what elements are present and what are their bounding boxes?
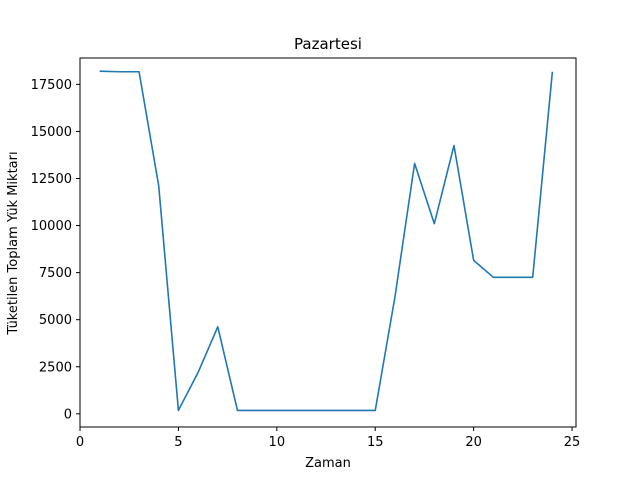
y-tick-label: 10000 (31, 219, 72, 234)
y-tick-label: 5000 (39, 313, 72, 328)
x-tick-label: 20 (465, 435, 482, 450)
x-axis-label: Zaman (305, 456, 351, 471)
ticks-layer: 0 5 10 15 20 25 0 2500 5000 7500 10000 12500 15000 17… (31, 78, 581, 450)
y-axis-label-group: Tüketilen Toplam Yük Miktarı (6, 151, 21, 335)
y-tick-label: 2500 (39, 360, 72, 375)
y-tick-label: 17500 (31, 78, 72, 93)
x-tick-label: 5 (174, 435, 182, 450)
x-tick-label: 0 (76, 435, 84, 450)
series-line-0 (99, 70, 554, 412)
x-tick-label: 25 (564, 435, 581, 450)
plot-frame (79, 57, 577, 428)
x-tick-label: 10 (269, 435, 286, 450)
y-tick-label: 0 (64, 407, 72, 422)
y-tick-label: 12500 (31, 172, 72, 187)
series-layer (99, 70, 554, 412)
y-axis-label: Tüketilen Toplam Yük Miktarı (6, 151, 21, 335)
y-tick-label: 15000 (31, 125, 72, 140)
chart-title: Pazartesi (294, 35, 362, 53)
x-tick-label: 15 (367, 435, 384, 450)
y-tick-label: 7500 (39, 266, 72, 281)
